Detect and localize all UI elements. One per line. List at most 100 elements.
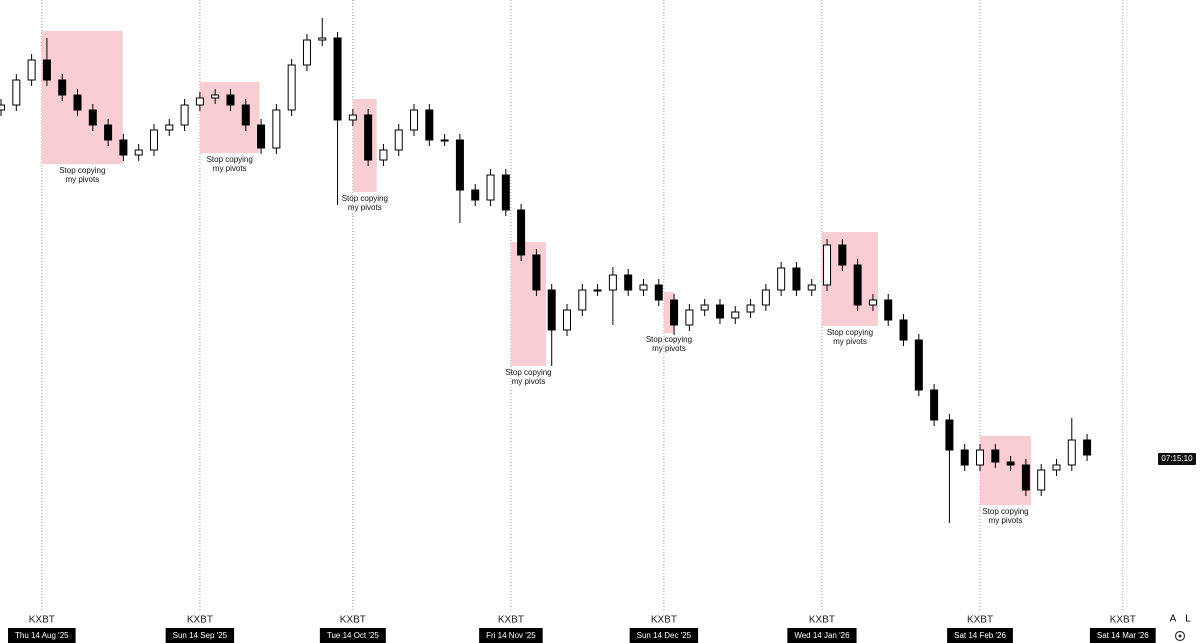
candle-body	[930, 389, 939, 421]
candle-body	[884, 299, 893, 321]
candle-body	[333, 37, 342, 121]
pivot-label: Stop copying	[827, 328, 873, 337]
candle-body	[1021, 464, 1030, 491]
candle	[1067, 418, 1076, 471]
countdown-bg	[1158, 453, 1196, 465]
symbol-label: KXBT	[29, 615, 55, 626]
candle-body	[1083, 439, 1092, 456]
pivot-label: Stop copying	[59, 166, 105, 175]
candle	[42, 38, 51, 86]
candle-body	[976, 449, 985, 466]
candle	[0, 99, 6, 116]
candle	[379, 144, 388, 166]
candle	[486, 169, 495, 206]
x-tick-label-bg	[8, 628, 76, 643]
candle-body	[440, 139, 449, 142]
candle-body	[685, 309, 694, 326]
candle	[119, 134, 128, 161]
pivot-label: Stop copying	[646, 335, 692, 344]
candle	[410, 104, 419, 136]
candle-body	[425, 109, 434, 141]
candle	[88, 104, 97, 131]
candle	[838, 239, 847, 271]
settings-button[interactable]	[1174, 630, 1186, 642]
candle	[195, 92, 204, 111]
candle	[425, 104, 434, 146]
candle	[73, 89, 82, 116]
candle-body	[195, 97, 204, 106]
candle	[318, 18, 327, 46]
candle-body	[624, 274, 633, 291]
x-tick-label: Sun 14 Dec '25	[637, 631, 692, 640]
candle	[624, 269, 633, 296]
candle-body	[364, 114, 373, 161]
candle-body	[532, 254, 541, 291]
x-tick-label-bg	[629, 628, 699, 643]
candle	[792, 262, 801, 296]
candle	[746, 299, 755, 318]
candle	[27, 54, 36, 86]
candle	[104, 119, 113, 146]
candle-body	[761, 289, 770, 306]
time-axis: KXBT Thu 14 Aug '25 KXBT Sun 14 Sep '25 KXBT…	[8, 615, 1156, 643]
candle-body	[547, 289, 556, 331]
candle-body	[287, 64, 296, 111]
x-tick-label: Sat 14 Feb '26	[954, 631, 1006, 640]
candle-body	[593, 289, 602, 292]
candle	[58, 74, 67, 101]
candle	[180, 99, 189, 131]
candle-body	[517, 209, 526, 256]
candle	[517, 204, 526, 261]
candle-body	[654, 284, 663, 301]
pivot-label: my pivots	[652, 344, 686, 353]
pivot-box	[41, 31, 123, 164]
candle-body	[670, 299, 679, 326]
x-tick-label-bg	[947, 628, 1013, 643]
candle	[930, 384, 939, 426]
candle	[1083, 434, 1092, 461]
candle-body	[302, 39, 311, 66]
x-tick-label-bg	[479, 628, 543, 643]
candle-body	[394, 129, 403, 151]
candle	[562, 304, 571, 336]
x-tick-label-bg	[1089, 628, 1156, 643]
auto-scale-button[interactable]: A	[1170, 614, 1177, 625]
candle-body	[991, 449, 1000, 463]
candle	[868, 294, 877, 311]
pivot-label: my pivots	[512, 377, 546, 386]
pivot-box	[510, 242, 547, 366]
candle	[593, 284, 602, 296]
candle	[899, 314, 908, 346]
candle-body	[899, 319, 908, 341]
candle	[226, 89, 235, 111]
pivot-label: Stop copying	[207, 155, 253, 164]
candle-body	[471, 189, 480, 201]
candle-body	[73, 94, 82, 111]
candle-body	[257, 124, 266, 149]
symbol-label: KXBT	[1110, 615, 1136, 626]
symbol-label: KXBT	[187, 615, 213, 626]
candle	[945, 414, 954, 523]
candle-body	[104, 124, 113, 141]
candle-body	[58, 79, 67, 96]
symbol-label: KXBT	[809, 615, 835, 626]
candle	[853, 259, 862, 311]
candle	[991, 444, 1000, 468]
x-tick-label: Thu 14 Aug '25	[15, 631, 69, 640]
candle-body	[134, 149, 143, 156]
candle	[394, 124, 403, 156]
candle-body	[715, 304, 724, 319]
candle-body	[823, 244, 832, 286]
candle-body	[777, 267, 786, 291]
candle	[272, 104, 281, 154]
pivot-label: my pivots	[833, 337, 867, 346]
candle-body	[486, 174, 495, 201]
candle	[823, 239, 832, 291]
candle-body	[165, 124, 174, 131]
candle-body	[12, 79, 21, 106]
pivot-label: my pivots	[213, 164, 247, 173]
pivot-label: Stop copying	[342, 194, 388, 203]
log-scale-button[interactable]: L	[1185, 614, 1191, 625]
candle	[639, 279, 648, 296]
